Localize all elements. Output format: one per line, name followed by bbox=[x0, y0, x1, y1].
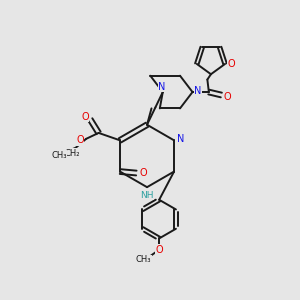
Text: O: O bbox=[139, 168, 147, 178]
Text: CH₃: CH₃ bbox=[51, 151, 67, 160]
Text: O: O bbox=[155, 245, 163, 255]
Text: N: N bbox=[194, 85, 202, 96]
Text: NH: NH bbox=[140, 191, 154, 200]
Text: N: N bbox=[177, 134, 184, 144]
Text: O: O bbox=[224, 92, 231, 101]
Text: O: O bbox=[76, 135, 84, 145]
Text: N: N bbox=[158, 82, 166, 92]
Text: O: O bbox=[81, 112, 89, 122]
Text: CH₃: CH₃ bbox=[136, 255, 152, 264]
Text: O: O bbox=[228, 59, 236, 69]
Text: CH₂: CH₂ bbox=[64, 148, 80, 158]
